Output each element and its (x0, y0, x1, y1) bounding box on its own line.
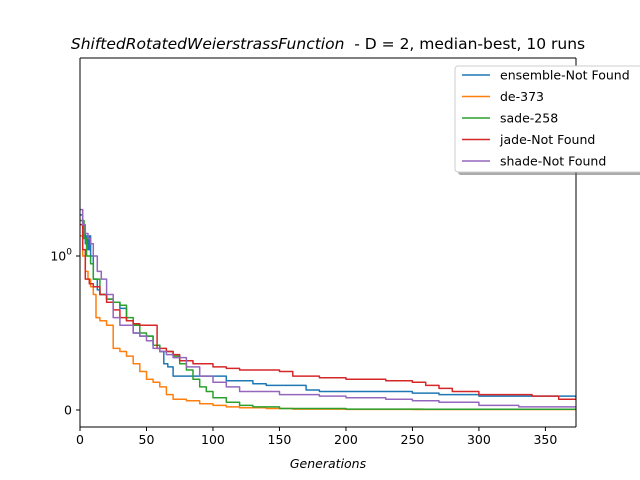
x-tick-label: 300 (467, 432, 491, 447)
chart-title-function: ShiftedRotatedWeierstrassFunction (71, 35, 345, 53)
y-tick-label: 0 (64, 403, 72, 418)
x-axis-ticks: 0 50 100 150 200 250 300 350 (76, 427, 557, 447)
x-tick-label: 350 (533, 432, 557, 447)
series-line-de-373 (80, 235, 576, 411)
series-layer (80, 208, 576, 411)
legend: ensemble-Not Found de-373 sade-258 jade-Not… (454, 65, 640, 175)
series-line-shade-not-found (80, 208, 576, 408)
legend-box (454, 65, 640, 173)
x-tick-label: 200 (334, 432, 358, 447)
chart-title: ShiftedRotatedWeierstrassFunction - D = … (71, 35, 585, 53)
x-tick-label: 0 (76, 432, 84, 447)
y-axis-ticks: 0 100 (50, 248, 80, 418)
x-tick-label: 150 (268, 432, 292, 447)
legend-items: ensemble-Not Found de-373 sade-258 jade-Not… (462, 68, 630, 169)
x-tick-label: 250 (401, 432, 425, 447)
x-tick-label: 50 (139, 432, 155, 447)
legend-label-sade-258: sade-258 (500, 111, 558, 126)
legend-label-shade-not-found: shade-Not Found (500, 154, 606, 169)
legend-label-ensemble-not-found: ensemble-Not Found (500, 68, 630, 83)
chart-title-rest: - D = 2, median-best, 10 runs (344, 35, 585, 53)
legend-label-jade-not-found: jade-Not Found (499, 132, 595, 147)
legend-label-de-373: de-373 (500, 89, 544, 104)
y-tick-label: 100 (50, 248, 72, 264)
x-tick-label: 100 (201, 432, 225, 447)
x-axis-label: Generations (290, 456, 367, 471)
